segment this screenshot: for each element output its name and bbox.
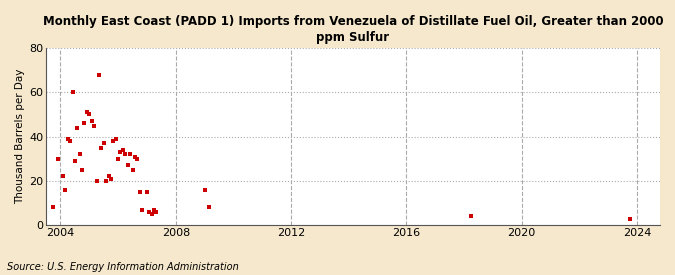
Y-axis label: Thousand Barrels per Day: Thousand Barrels per Day	[15, 69, 25, 204]
Point	[62, 137, 73, 141]
Point	[115, 150, 126, 154]
Point	[136, 208, 147, 212]
Point	[72, 125, 82, 130]
Point	[204, 205, 215, 210]
Point	[122, 163, 133, 167]
Point	[113, 156, 124, 161]
Point	[111, 137, 122, 141]
Point	[127, 168, 138, 172]
Point	[142, 190, 153, 194]
Point	[82, 110, 92, 114]
Point	[624, 216, 635, 221]
Point	[108, 139, 119, 143]
Point	[53, 156, 63, 161]
Point	[77, 168, 88, 172]
Point	[96, 145, 107, 150]
Point	[132, 156, 143, 161]
Point	[148, 208, 159, 212]
Point	[34, 177, 45, 181]
Point	[103, 174, 114, 179]
Point	[93, 72, 104, 77]
Point	[84, 112, 95, 117]
Point	[466, 214, 477, 219]
Point	[199, 188, 210, 192]
Point	[99, 141, 109, 145]
Point	[70, 159, 80, 163]
Point	[38, 177, 49, 181]
Point	[60, 188, 71, 192]
Point	[65, 139, 76, 143]
Title: Monthly East Coast (PADD 1) Imports from Venezuela of Distillate Fuel Oil, Great: Monthly East Coast (PADD 1) Imports from…	[43, 15, 664, 44]
Point	[79, 121, 90, 125]
Point	[74, 152, 85, 156]
Point	[57, 174, 68, 179]
Point	[134, 190, 145, 194]
Point	[101, 179, 111, 183]
Point	[117, 148, 128, 152]
Point	[91, 179, 102, 183]
Point	[105, 177, 116, 181]
Point	[151, 210, 162, 214]
Point	[120, 152, 131, 156]
Point	[130, 154, 140, 159]
Point	[146, 212, 157, 216]
Point	[86, 119, 97, 123]
Point	[144, 210, 155, 214]
Point	[68, 90, 78, 95]
Point	[89, 123, 100, 128]
Point	[125, 152, 136, 156]
Text: Source: U.S. Energy Information Administration: Source: U.S. Energy Information Administ…	[7, 262, 238, 272]
Point	[48, 205, 59, 210]
